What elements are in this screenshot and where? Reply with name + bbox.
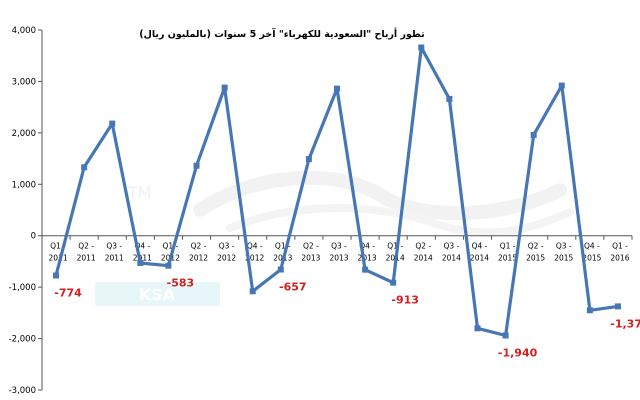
data-point	[249, 288, 256, 295]
x-tick-label: Q3 -2011	[105, 242, 124, 263]
chart-title: تطور أرباح "السعودية للكهرباء" آخر 5 سنو…	[139, 27, 425, 40]
watermark-tm: TM	[127, 183, 152, 202]
x-tick-label: Q2 -2012	[189, 242, 208, 263]
data-point	[81, 164, 88, 171]
data-point	[390, 279, 397, 286]
data-point	[305, 156, 312, 163]
data-label: -774	[54, 287, 82, 300]
y-tick-label: 3,000	[12, 77, 36, 87]
x-tick-label: Q1 -2016	[610, 242, 629, 263]
axes	[41, 30, 632, 390]
x-tick-label: Q3 -2015	[554, 242, 573, 263]
watermark-logo-swoosh-2	[226, 204, 574, 237]
x-tick-label: Q4 -2015	[582, 242, 601, 263]
data-point	[193, 162, 200, 169]
y-tick-label: 4,000	[12, 26, 36, 36]
x-tick-label: Q3 -2013	[329, 242, 348, 263]
x-tick-label: Q2 -2013	[301, 242, 320, 263]
data-point	[165, 262, 172, 269]
y-tick-label: -3,000	[9, 386, 36, 396]
data-point	[53, 272, 60, 279]
data-point	[446, 95, 453, 102]
data-point	[530, 131, 537, 138]
x-tick-label: Q4 -2014	[470, 242, 489, 263]
data-point	[474, 325, 481, 332]
x-tick-label: Q2 -2015	[526, 242, 545, 263]
data-label: -913	[391, 294, 419, 307]
data-label: -1,374	[610, 317, 640, 330]
y-tick-label: 1,000	[12, 180, 36, 190]
watermark-logo-box	[95, 282, 220, 306]
data-point	[614, 303, 621, 310]
x-tick-label: Q3 -2012	[217, 242, 236, 263]
y-tick-label: 2,000	[12, 129, 36, 139]
x-tick-label: Q1 -2011	[49, 242, 68, 263]
watermark-logo-text: KSA	[139, 285, 176, 304]
y-tick-label: 0	[31, 232, 36, 242]
data-point	[362, 266, 369, 273]
data-label: -583	[167, 277, 195, 290]
watermark: TM KSA	[95, 170, 574, 306]
x-tick-label: Q3 -2014	[442, 242, 461, 263]
x-tick-label: Q4 -2012	[245, 242, 264, 263]
data-point	[418, 44, 425, 51]
data-label: -1,940	[498, 346, 538, 359]
y-tick-label: -2,000	[9, 335, 36, 345]
data-point	[334, 85, 340, 92]
data-label: -657	[279, 281, 307, 294]
data-labels-group: -774 -583 -657 -913 -1,940 -1,374	[54, 277, 640, 360]
y-axis-ticks: 4,000 3,000 2,000 1,000 0 -1,000 -2,000 -3,000	[9, 26, 42, 396]
x-tick-label: Q2 -2011	[77, 242, 96, 263]
data-point	[586, 307, 593, 314]
data-point	[558, 82, 565, 89]
data-point	[277, 266, 284, 273]
x-tick-label: Q4 -2011	[133, 242, 152, 263]
data-point	[109, 120, 116, 127]
data-point	[502, 332, 509, 339]
x-tick-label: Q2 -2014	[414, 242, 433, 263]
data-point	[221, 84, 228, 91]
x-tick-label: Q4 -2013	[358, 242, 377, 263]
markers-group	[53, 44, 621, 339]
watermark-logo-swoosh	[193, 170, 567, 221]
x-tick-label: Q1 -2015	[498, 242, 517, 263]
y-tick-label: -1,000	[9, 283, 36, 293]
data-point	[137, 259, 144, 266]
